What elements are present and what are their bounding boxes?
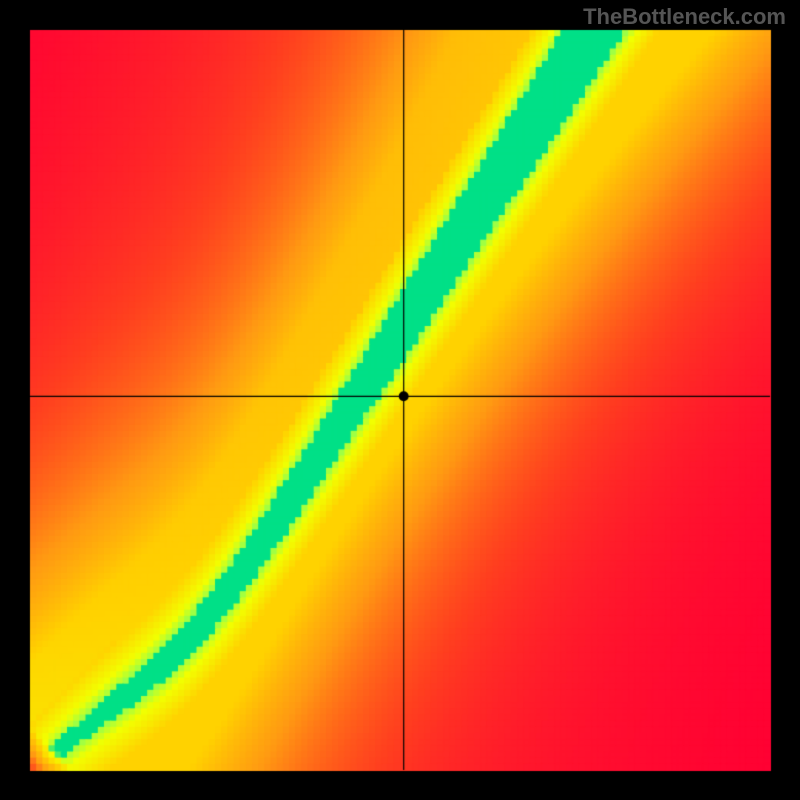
chart-container: TheBottleneck.com bbox=[0, 0, 800, 800]
watermark-text: TheBottleneck.com bbox=[583, 4, 786, 30]
bottleneck-heatmap-canvas bbox=[0, 0, 800, 800]
